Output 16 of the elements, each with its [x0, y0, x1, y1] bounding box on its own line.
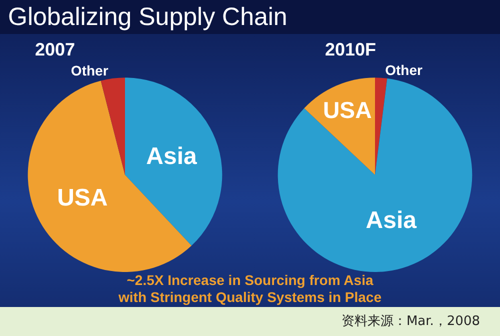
pie-slice: [125, 78, 222, 246]
pie-slice: [100, 78, 125, 175]
chart-title: 2010F: [325, 40, 376, 60]
chart-title: 2007: [35, 40, 76, 60]
slice-label: USA: [323, 97, 372, 124]
slice-label: Asia: [366, 207, 418, 234]
slice-label: Asia: [146, 142, 198, 170]
slice-label: USA: [57, 184, 108, 212]
pie-slice: [278, 78, 472, 272]
slice-label: Other: [70, 62, 109, 79]
text: ~2.5X Increase in Sourcing from Asia with Stringent Quality Systems in Place: [118, 272, 382, 306]
text: Globalizing Supply Chain: [0, 0, 500, 34]
text: 资料来源：Mar.，2008: [0, 307, 500, 336]
pie-slice: [304, 78, 375, 175]
slice-label: Other: [385, 62, 423, 78]
pie-slice: [375, 78, 388, 175]
